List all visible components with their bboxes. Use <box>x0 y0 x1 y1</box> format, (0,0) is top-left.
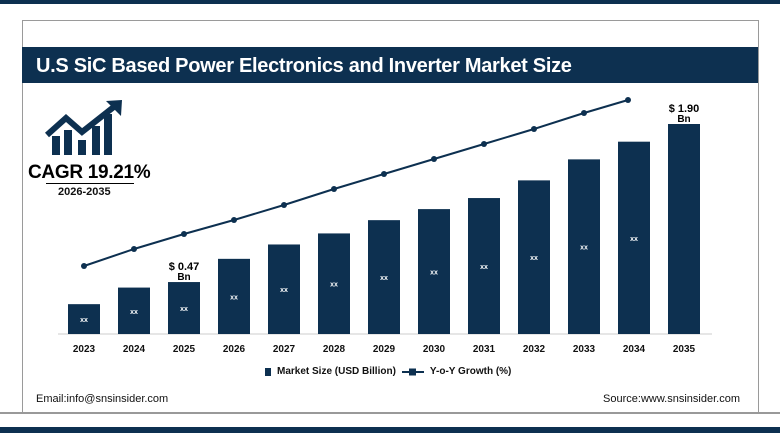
footer-source[interactable]: Source:www.snsinsider.com <box>603 393 740 405</box>
x-tick-2035: 2035 <box>673 344 696 355</box>
bar-2032 <box>518 180 550 334</box>
x-tick-2032: 2032 <box>523 344 546 355</box>
growth-line <box>83 99 629 267</box>
bar-label-2029: xx <box>380 275 388 282</box>
bar-2033 <box>568 159 600 334</box>
x-tick-2029: 2029 <box>373 344 396 355</box>
growth-point-2034 <box>625 97 631 103</box>
bar-label-2026: xx <box>230 294 238 301</box>
footer-divider <box>0 412 780 414</box>
cagr-divider <box>46 183 134 184</box>
bar-2034 <box>618 141 650 334</box>
value-annotation-2035: $ 1.90 <box>669 103 700 115</box>
bar-label-2023: xx <box>80 317 88 324</box>
cagr-value: CAGR 19.21% <box>28 162 151 183</box>
legend: Market Size (USD Billion) Y-o-Y Growth (… <box>265 366 511 377</box>
legend-market-size: Market Size (USD Billion) <box>277 366 396 377</box>
legend-bar-swatch <box>265 367 271 376</box>
bar-label-2034: xx <box>630 236 638 243</box>
bar-label-2027: xx <box>280 287 288 294</box>
growth-point-2031 <box>481 141 487 147</box>
value-annotation-2025: $ 0.47 <box>169 261 200 273</box>
growth-chart-icon <box>44 100 122 155</box>
bottom-band <box>0 427 780 433</box>
value-unit-2035: Bn <box>677 114 690 125</box>
bar-2030 <box>418 209 450 334</box>
bar-label-2025: xx <box>180 306 188 313</box>
bar-2028 <box>318 233 350 334</box>
bar-2035 <box>668 124 700 334</box>
growth-point-2023 <box>81 263 87 269</box>
bar-label-2033: xx <box>580 245 588 252</box>
bar-label-2031: xx <box>480 264 488 271</box>
x-tick-2026: 2026 <box>223 344 246 355</box>
x-tick-2028: 2028 <box>323 344 346 355</box>
bar-2027 <box>268 244 300 334</box>
x-tick-2030: 2030 <box>423 344 446 355</box>
bar-2031 <box>468 198 500 334</box>
page-title: U.S SiC Based Power Electronics and Inve… <box>36 55 572 77</box>
title-bar <box>22 47 758 83</box>
growth-point-2029 <box>381 171 387 177</box>
cagr-period: 2026-2035 <box>58 186 111 198</box>
bar-2024 <box>118 287 150 334</box>
footer-email[interactable]: Email:info@snsinsider.com <box>36 393 169 405</box>
growth-point-2026 <box>231 217 237 223</box>
top-band <box>0 0 780 4</box>
growth-point-2030 <box>431 156 437 162</box>
x-tick-2025: 2025 <box>173 344 196 355</box>
bar-2026 <box>218 258 250 334</box>
bar-label-2032: xx <box>530 255 538 262</box>
x-tick-2024: 2024 <box>123 344 146 355</box>
growth-point-2025 <box>181 231 187 237</box>
legend-yoy-growth: Y-o-Y Growth (%) <box>429 366 512 377</box>
x-tick-2031: 2031 <box>473 344 496 355</box>
bar-label-2028: xx <box>330 282 338 289</box>
bar-2023 <box>68 304 100 334</box>
x-tick-2034: 2034 <box>623 344 646 355</box>
x-tick-2023: 2023 <box>73 344 96 355</box>
x-tick-2033: 2033 <box>573 344 596 355</box>
bar-2029 <box>368 220 400 334</box>
value-unit-2025: Bn <box>177 272 190 283</box>
bar-label-2030: xx <box>430 270 438 277</box>
growth-point-2032 <box>531 126 537 132</box>
chart-frame <box>22 20 759 413</box>
growth-point-2027 <box>281 202 287 208</box>
x-tick-2027: 2027 <box>273 344 296 355</box>
bar-label-2024: xx <box>130 309 138 316</box>
growth-point-2024 <box>131 246 137 252</box>
growth-point-2028 <box>331 186 337 192</box>
legend-line-swatch <box>401 368 424 375</box>
growth-point-2033 <box>581 110 587 116</box>
bar-2025 <box>168 282 200 334</box>
